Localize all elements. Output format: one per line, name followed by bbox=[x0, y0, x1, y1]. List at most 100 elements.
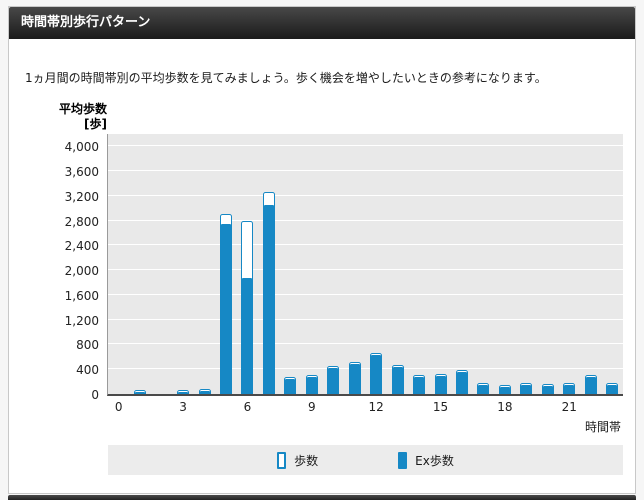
x-tick-label: 0 bbox=[114, 400, 123, 414]
walking-pattern-panel: 時間帯別歩行パターン 1ヵ月間の時間帯別の平均歩数を見てみましょう。歩く機会を増… bbox=[8, 6, 636, 494]
bar-fill-hour-14 bbox=[414, 377, 425, 393]
x-tick-label bbox=[473, 396, 494, 414]
x-tick-label bbox=[537, 396, 558, 414]
bar-hour-21 bbox=[563, 383, 576, 394]
legend-item-ex-steps: Ex歩数 bbox=[398, 451, 454, 469]
legend-label-steps: 歩数 bbox=[294, 453, 319, 468]
bar-fill-hour-13 bbox=[392, 366, 403, 393]
y-axis-title: 平均歩数 [歩] bbox=[21, 102, 107, 132]
x-axis-labels: 0 3 6 9 12 15 18 21 bbox=[108, 396, 623, 414]
bar-fill-hour-5 bbox=[220, 223, 231, 393]
bar-fill-hour-16 bbox=[456, 372, 467, 393]
bar-hour-19 bbox=[520, 382, 533, 394]
bar-slot bbox=[473, 134, 494, 394]
bar-fill-hour-17 bbox=[478, 385, 489, 393]
bar-hour-3 bbox=[177, 390, 190, 394]
steps-outline-bar-icon bbox=[277, 451, 287, 469]
gridline bbox=[108, 269, 623, 271]
bar-hour-5 bbox=[219, 214, 232, 394]
bar-hour-17 bbox=[477, 383, 490, 394]
bar-slot bbox=[129, 134, 150, 394]
bar-fill-hour-15 bbox=[435, 375, 446, 393]
bar-fill-hour-9 bbox=[306, 377, 317, 393]
x-tick-label bbox=[387, 396, 408, 414]
bar-slot bbox=[280, 134, 301, 394]
bar-slot bbox=[494, 134, 515, 394]
bar-slot bbox=[580, 134, 601, 394]
gridline bbox=[108, 145, 623, 147]
bar-fill-hour-22 bbox=[585, 377, 596, 393]
legend-label-ex-steps: Ex歩数 bbox=[415, 453, 454, 468]
x-tick-label bbox=[451, 396, 472, 414]
bar-fill-hour-18 bbox=[499, 386, 510, 393]
description-text: 1ヵ月間の時間帯別の平均歩数を見てみましょう。歩く機会を増やしたいときの参考にな… bbox=[25, 71, 547, 85]
x-tick-label: 9 bbox=[307, 400, 316, 414]
bar-slot bbox=[344, 134, 365, 394]
bar-hour-22 bbox=[584, 375, 597, 394]
bar-hour-11 bbox=[348, 361, 361, 394]
bar-fill-hour-10 bbox=[328, 368, 339, 393]
y-tick-label: 2,000 bbox=[64, 264, 99, 279]
bar-fill-hour-19 bbox=[521, 384, 532, 393]
y-tick-label: 4,000 bbox=[64, 140, 99, 155]
y-tick-label: 2,400 bbox=[64, 239, 99, 254]
legend: 歩数 Ex歩数 bbox=[108, 445, 623, 475]
x-tick-label bbox=[580, 396, 601, 414]
x-tick-label: 12 bbox=[368, 400, 384, 414]
x-tick-label bbox=[408, 396, 429, 414]
gridline bbox=[108, 343, 623, 345]
x-tick-label bbox=[258, 396, 279, 414]
bar-slot bbox=[237, 134, 258, 394]
y-tick-label: 400 bbox=[76, 363, 99, 378]
bar-slot bbox=[537, 134, 558, 394]
x-tick-label: 6 bbox=[243, 400, 252, 414]
bar-slot bbox=[108, 134, 129, 394]
x-tick-label: 15 bbox=[432, 400, 449, 414]
y-tick-label: 0 bbox=[91, 388, 99, 402]
bar-fill-hour-23 bbox=[607, 384, 618, 393]
y-axis-title-line2: [歩] bbox=[84, 117, 107, 131]
bar-hour-15 bbox=[434, 373, 447, 394]
x-tick-label bbox=[151, 396, 172, 414]
x-tick-label bbox=[129, 396, 150, 414]
next-section-header-partial bbox=[8, 495, 636, 500]
bar-hour-7 bbox=[262, 191, 275, 394]
gridline bbox=[108, 293, 623, 295]
x-tick-label bbox=[323, 396, 344, 414]
bar-hour-13 bbox=[391, 364, 404, 394]
bar-hour-14 bbox=[413, 375, 426, 394]
x-tick-label bbox=[344, 396, 365, 414]
y-tick-label: 800 bbox=[76, 338, 99, 353]
bar-slot bbox=[301, 134, 322, 394]
x-tick-label: 3 bbox=[179, 400, 187, 414]
bar-fill-hour-20 bbox=[542, 386, 553, 393]
x-tick-label: 21 bbox=[561, 400, 577, 414]
x-tick-label bbox=[194, 396, 215, 414]
x-tick-label bbox=[215, 396, 236, 414]
gridline bbox=[108, 368, 623, 370]
bar-hour-23 bbox=[606, 382, 619, 394]
bar-fill-hour-4 bbox=[199, 391, 210, 393]
bar-slot bbox=[559, 134, 580, 394]
legend-item-steps: 歩数 bbox=[277, 451, 319, 469]
bar-hour-4 bbox=[198, 389, 211, 394]
bar-slot bbox=[194, 134, 215, 394]
bar-fill-hour-12 bbox=[371, 355, 382, 393]
bar-slot bbox=[172, 134, 193, 394]
bar-fill-hour-7 bbox=[263, 205, 274, 393]
bar-slot bbox=[365, 134, 386, 394]
bars bbox=[108, 134, 623, 394]
x-axis-title: 時間帯 bbox=[584, 420, 621, 434]
gridline bbox=[108, 244, 623, 246]
y-tick-label: 3,600 bbox=[64, 165, 99, 180]
bar-slot bbox=[430, 134, 451, 394]
bar-hour-1 bbox=[134, 390, 147, 394]
x-tick-label: 18 bbox=[497, 400, 513, 414]
bar-hour-9 bbox=[305, 375, 318, 394]
bar-slot bbox=[258, 134, 279, 394]
x-tick-label bbox=[280, 396, 301, 414]
page-title: 時間帯別歩行パターン bbox=[21, 15, 151, 30]
x-tick-label bbox=[601, 396, 622, 414]
bar-hour-10 bbox=[327, 366, 340, 394]
bar-slot bbox=[601, 134, 622, 394]
